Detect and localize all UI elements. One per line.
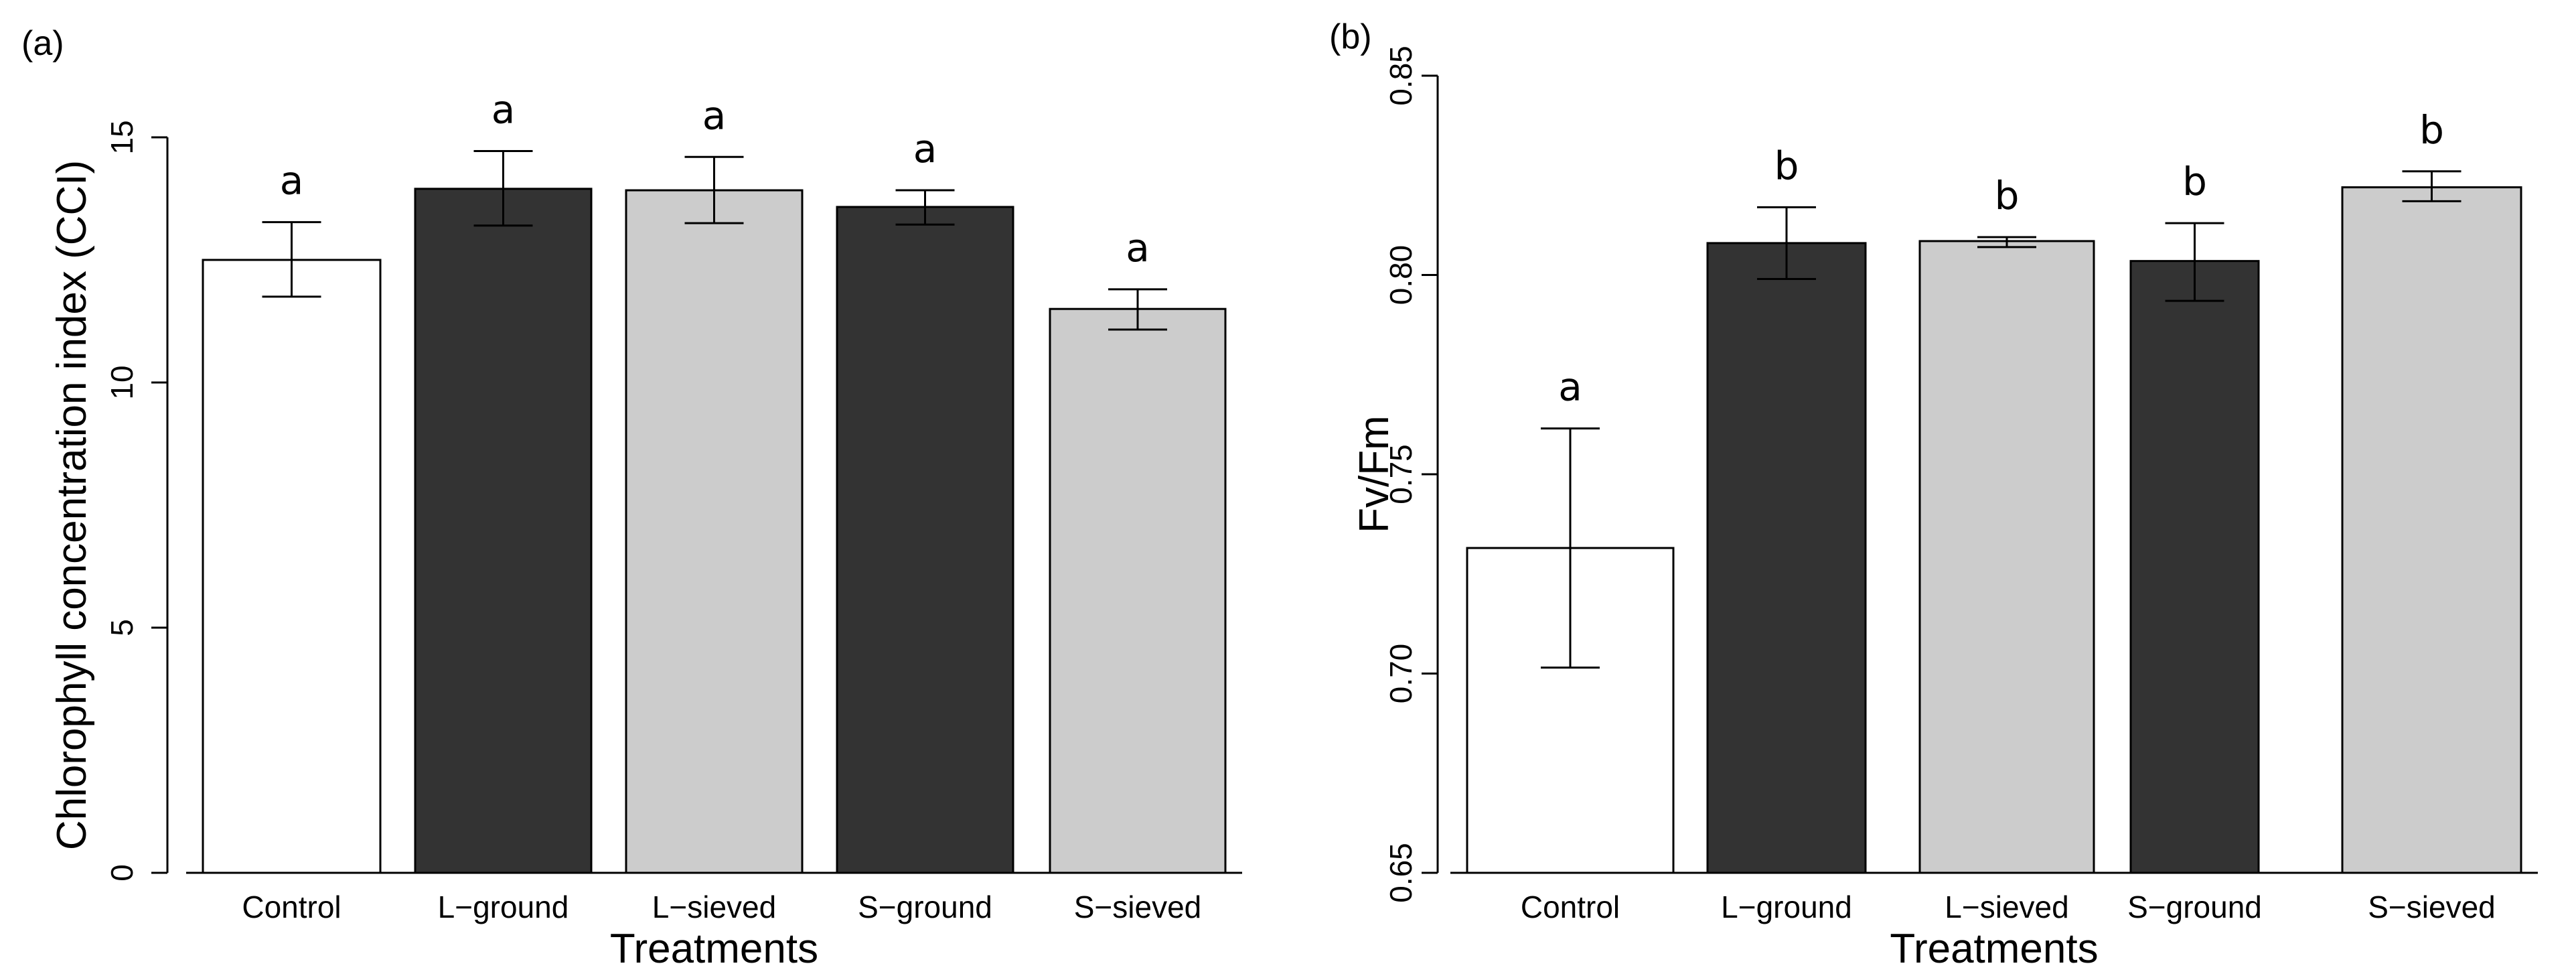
y-tick-label: 0 xyxy=(104,864,139,882)
x-tick-label: L−ground xyxy=(1721,890,1852,924)
bar xyxy=(2129,260,2260,874)
bar xyxy=(2341,186,2522,874)
bar xyxy=(836,206,1014,874)
y-axis-title: Fv/Fm xyxy=(1351,415,1397,533)
y-tick-label: 15 xyxy=(104,120,139,154)
panel-b: (b) 0.65 0.70 0.75 0.80 0.85 Fv/Fm Treatments a C… xyxy=(1329,17,2538,972)
y-tick-label: 10 xyxy=(104,365,139,399)
significance-label: b xyxy=(2182,159,2207,204)
x-tick-label: L−sieved xyxy=(1945,890,2068,924)
x-tick-label: S−sieved xyxy=(2368,890,2496,924)
y-tick-label: 0.80 xyxy=(1383,245,1418,305)
y-tick-label: 0.70 xyxy=(1383,644,1418,704)
significance-label: b xyxy=(2419,107,2444,153)
x-tick-label: L−ground xyxy=(438,890,569,924)
significance-label: a xyxy=(491,86,516,132)
y-tick-label: 5 xyxy=(104,619,139,636)
y-tick-label: 0.85 xyxy=(1383,46,1418,106)
x-tick-label: S−sieved xyxy=(1074,890,1202,924)
panel-label: (a) xyxy=(21,24,64,63)
x-tick-label: S−ground xyxy=(2127,890,2262,924)
bar xyxy=(1049,307,1227,874)
significance-label: a xyxy=(1558,364,1582,410)
y-axis-title: Chlorophyll concentration index (CCI) xyxy=(49,160,95,850)
x-axis-title: Treatments xyxy=(1890,926,2098,972)
significance-label: a xyxy=(1126,225,1150,271)
bar xyxy=(414,188,593,874)
x-axis-title: Treatments xyxy=(610,926,818,972)
panel-label: (b) xyxy=(1329,17,1372,56)
bar xyxy=(1918,240,2095,874)
bar xyxy=(1706,242,1867,874)
x-tick-label: L−sieved xyxy=(652,890,776,924)
significance-label: b xyxy=(1774,143,1799,188)
y-tick-label: 0.65 xyxy=(1383,843,1418,903)
y-tick-label: 0.75 xyxy=(1383,444,1418,504)
significance-label: b xyxy=(1995,173,2020,218)
panel-a: (a) 0 5 10 15 Chlorophyll concentration index… xyxy=(21,24,1242,972)
significance-label: a xyxy=(913,126,937,171)
x-tick-label: Control xyxy=(242,890,341,924)
x-tick-label: Control xyxy=(1521,890,1620,924)
significance-label: a xyxy=(702,92,727,138)
x-tick-label: S−ground xyxy=(858,890,992,924)
bar xyxy=(625,189,804,874)
bar xyxy=(202,259,382,874)
significance-label: a xyxy=(280,158,304,204)
